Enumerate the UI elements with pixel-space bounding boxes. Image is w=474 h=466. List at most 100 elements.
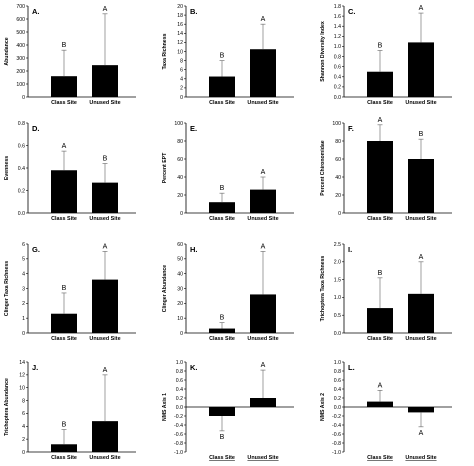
y-tick-label: 0 bbox=[22, 95, 25, 101]
chart-panel: 0 10 20 30 40 50 60 Clinger Abundance H. B Class S… bbox=[162, 242, 294, 342]
category-label: Class Site bbox=[367, 100, 393, 106]
y-tick-label: 600 bbox=[16, 17, 25, 23]
y-tick-label: 0.0 bbox=[176, 405, 183, 411]
y-tick-label: 20 bbox=[177, 4, 183, 10]
significance-label: A bbox=[261, 243, 266, 250]
y-tick-label: 0.8 bbox=[176, 369, 183, 375]
bar bbox=[51, 170, 77, 213]
chart-panel: 0.0 0.5 1.0 1.5 2.0 2.5 Trichoptera Taxa Richn… bbox=[320, 242, 452, 342]
significance-label: A bbox=[419, 430, 424, 437]
y-tick-label: 0.6 bbox=[176, 378, 183, 384]
panel-letter: D. bbox=[32, 124, 40, 133]
y-axis-label: Trichoptera Taxa Richness bbox=[320, 256, 326, 322]
y-tick-label: 2 bbox=[22, 301, 25, 307]
bar bbox=[92, 421, 118, 452]
panel-letter: J. bbox=[32, 363, 38, 372]
y-tick-label: 0.2 bbox=[334, 85, 341, 91]
bar bbox=[367, 308, 393, 333]
y-tick-label: 0.4 bbox=[334, 75, 341, 81]
y-tick-label: -0.2 bbox=[174, 414, 183, 420]
category-label: Class Site bbox=[51, 336, 77, 342]
y-tick-label: 14 bbox=[19, 360, 25, 366]
category-label: Unused Site bbox=[247, 455, 278, 461]
y-tick-label: 1.5 bbox=[334, 277, 341, 283]
category-label: Class Site bbox=[367, 455, 393, 461]
y-tick-label: 100 bbox=[332, 121, 341, 127]
panel-letter: F. bbox=[348, 124, 354, 133]
y-tick-label: 2 bbox=[180, 86, 183, 92]
y-tick-label: 60 bbox=[177, 242, 183, 248]
category-label: Class Site bbox=[367, 216, 393, 222]
category-label: Unused Site bbox=[405, 216, 436, 222]
chart-panel: 0 20 40 60 80 100 Percent EPT E. B Class Site A Unu… bbox=[162, 121, 294, 222]
y-tick-label: 3 bbox=[22, 286, 25, 292]
bar bbox=[250, 294, 276, 333]
significance-label: A bbox=[378, 117, 383, 124]
significance-label: A bbox=[261, 169, 266, 176]
y-tick-label: 1.0 bbox=[176, 360, 183, 366]
y-tick-label: 0.0 bbox=[334, 95, 341, 101]
panel-letter: G. bbox=[32, 245, 40, 254]
y-tick-label: 8 bbox=[22, 398, 25, 404]
bar bbox=[209, 328, 235, 333]
category-label: Unused Site bbox=[89, 336, 120, 342]
y-tick-label: 30 bbox=[177, 286, 183, 292]
panel-letter: C. bbox=[348, 7, 356, 16]
category-label: Unused Site bbox=[247, 216, 278, 222]
y-tick-label: 6 bbox=[22, 242, 25, 248]
y-axis-label: Evenness bbox=[4, 156, 10, 180]
panel-letter: I. bbox=[348, 245, 352, 254]
y-tick-label: 4 bbox=[180, 77, 183, 83]
y-axis-label: Percent Chironomidae bbox=[320, 140, 326, 195]
y-tick-label: 200 bbox=[16, 69, 25, 75]
y-tick-label: 20 bbox=[177, 301, 183, 307]
y-tick-label: 400 bbox=[16, 43, 25, 49]
y-tick-label: -0.6 bbox=[174, 432, 183, 438]
y-tick-label: 80 bbox=[335, 139, 341, 145]
chart-panel: 0 100 200 300 400 500 600 700 Abundance A. B Class … bbox=[4, 4, 136, 106]
significance-label: A bbox=[62, 143, 67, 150]
y-tick-label: 0 bbox=[338, 211, 341, 217]
bar bbox=[408, 42, 434, 97]
category-label: Unused Site bbox=[405, 336, 436, 342]
category-label: Unused Site bbox=[247, 100, 278, 106]
y-tick-label: 1.6 bbox=[334, 14, 341, 20]
y-tick-label: 1 bbox=[22, 316, 25, 322]
y-tick-label: 40 bbox=[335, 175, 341, 181]
y-tick-label: 0.8 bbox=[334, 54, 341, 60]
y-tick-label: 0.4 bbox=[176, 387, 183, 393]
significance-label: A bbox=[419, 5, 424, 12]
y-tick-label: 0.0 bbox=[334, 331, 341, 337]
y-tick-label: 1.4 bbox=[334, 24, 341, 30]
bar bbox=[250, 49, 276, 97]
y-tick-label: -0.8 bbox=[174, 441, 183, 447]
y-tick-label: 700 bbox=[16, 4, 25, 10]
y-tick-label: 0 bbox=[22, 450, 25, 456]
significance-label: B bbox=[419, 131, 424, 138]
y-tick-label: 100 bbox=[16, 82, 25, 88]
category-label: Unused Site bbox=[405, 455, 436, 461]
category-label: Class Site bbox=[51, 100, 77, 106]
bar bbox=[367, 71, 393, 97]
category-label: Class Site bbox=[209, 100, 235, 106]
y-tick-label: 1.0 bbox=[334, 295, 341, 301]
bar bbox=[408, 407, 434, 413]
y-tick-label: 0.8 bbox=[334, 369, 341, 375]
y-axis-label: Trichoptera Abundance bbox=[4, 378, 10, 436]
y-tick-label: 40 bbox=[177, 175, 183, 181]
y-tick-label: 1.2 bbox=[334, 34, 341, 40]
significance-label: B bbox=[220, 434, 225, 441]
y-tick-label: -0.8 bbox=[332, 441, 341, 447]
bar bbox=[209, 407, 235, 416]
y-tick-label: 14 bbox=[177, 31, 183, 37]
y-axis-label: Taxa Richness bbox=[162, 33, 168, 69]
category-label: Class Site bbox=[209, 336, 235, 342]
significance-label: A bbox=[378, 382, 383, 389]
y-tick-label: 5 bbox=[22, 257, 25, 263]
panel-letter: E. bbox=[190, 124, 197, 133]
y-tick-label: 0.8 bbox=[18, 121, 25, 127]
chart-panel: 0 2 4 6 8 10 12 14 Trichoptera Abundance J. B Class… bbox=[4, 360, 136, 461]
significance-label: B bbox=[62, 422, 67, 429]
bar bbox=[367, 401, 393, 407]
